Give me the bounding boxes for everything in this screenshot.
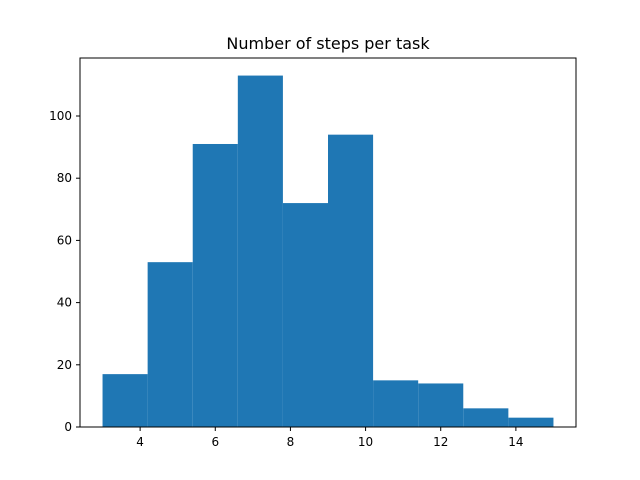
y-tick-label: 40 xyxy=(57,296,72,310)
y-tick-label: 20 xyxy=(57,358,72,372)
y-axis: 0 20 40 60 80 100 xyxy=(49,109,80,434)
x-axis: 4 6 8 10 12 14 xyxy=(136,427,524,449)
y-tick-label: 80 xyxy=(57,171,72,185)
histogram-bar-8 xyxy=(463,408,509,427)
x-tick-label: 6 xyxy=(211,435,219,449)
histogram-bar-1 xyxy=(147,262,193,427)
histogram-bar-7 xyxy=(418,383,464,427)
x-tick-label: 4 xyxy=(136,435,144,449)
histogram-bar-6 xyxy=(373,380,419,427)
y-tick-label: 0 xyxy=(64,420,72,434)
plot-frame xyxy=(79,57,577,428)
histogram-bar-4 xyxy=(282,203,328,427)
histogram-bar-3 xyxy=(237,75,283,428)
chart-title: Number of steps per task xyxy=(226,34,430,53)
histogram-bar-0 xyxy=(102,374,148,427)
x-tick-label: 14 xyxy=(508,435,523,449)
histogram-bar-5 xyxy=(328,134,374,427)
bars-group xyxy=(102,75,554,428)
x-tick-label: 12 xyxy=(433,435,448,449)
y-tick-label: 60 xyxy=(57,233,72,247)
x-tick-label: 10 xyxy=(358,435,373,449)
x-tick-label: 8 xyxy=(287,435,295,449)
histogram-bar-9 xyxy=(508,417,554,427)
histogram-bar-2 xyxy=(192,143,238,427)
y-tick-label: 100 xyxy=(49,109,72,123)
